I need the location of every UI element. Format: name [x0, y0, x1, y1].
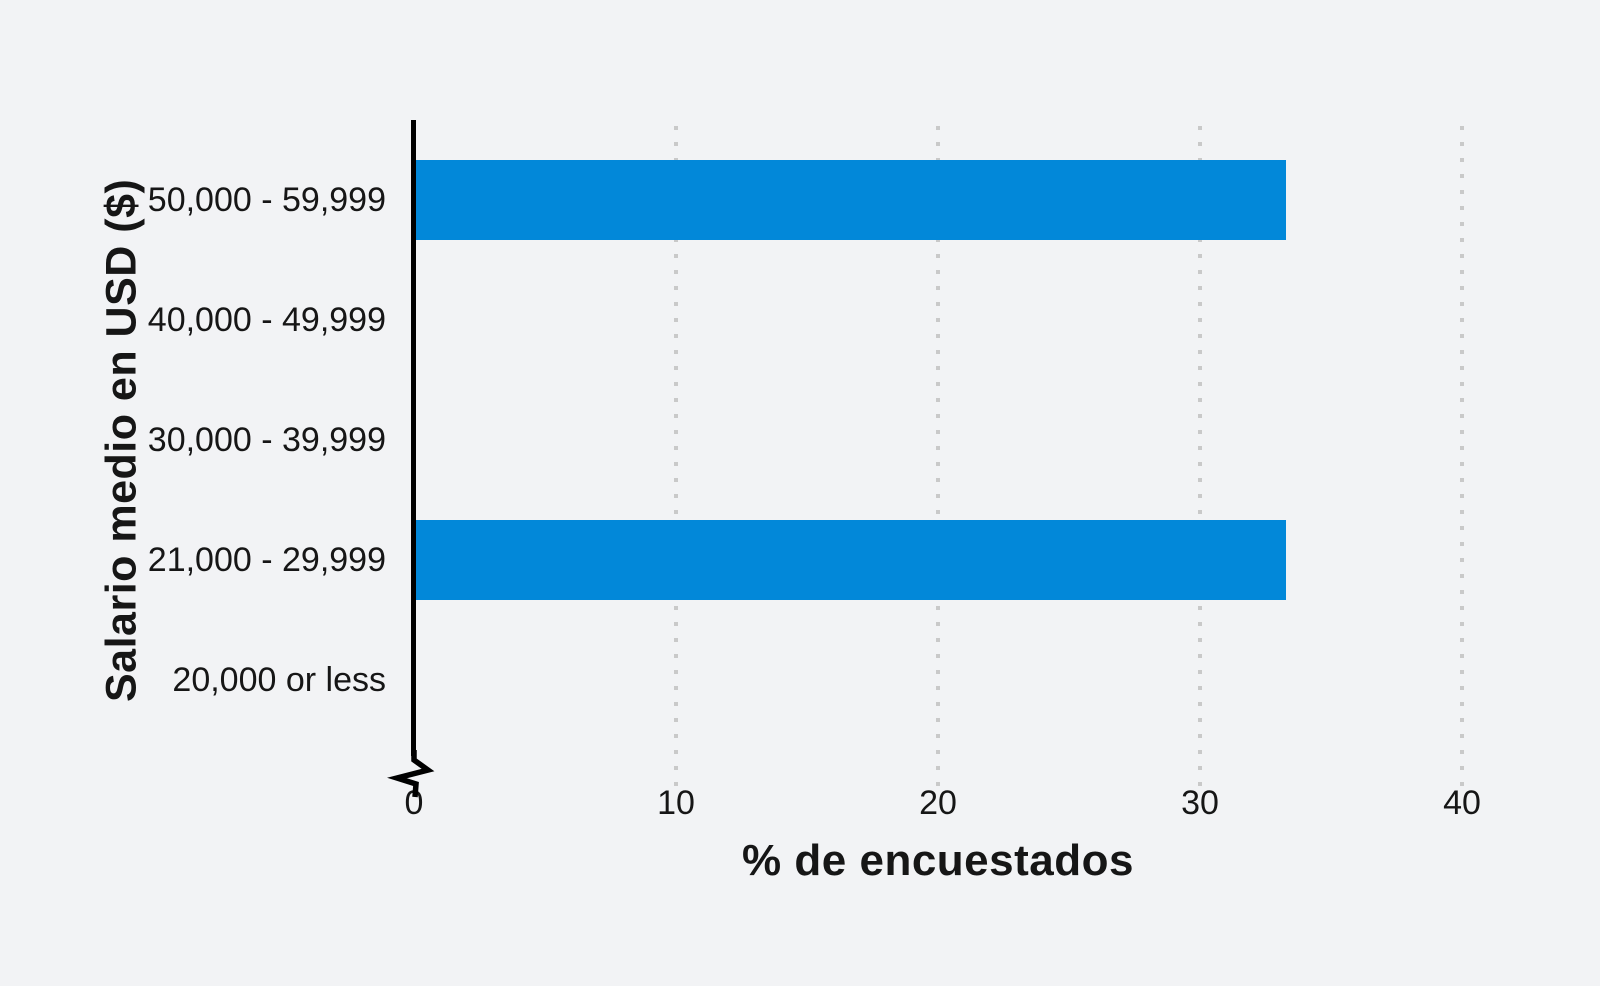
x-tick-label-40: 40 [1443, 784, 1481, 822]
gridline-x-30 [1198, 126, 1202, 786]
category-label: 50,000 - 59,999 [147, 180, 386, 219]
category-label: 20,000 or less [172, 660, 386, 699]
gridline-x-10 [674, 126, 678, 786]
x-tick-label-10: 10 [657, 784, 695, 822]
y-axis-line [411, 120, 416, 756]
bar [414, 520, 1287, 600]
axis-break-mark [387, 750, 435, 798]
x-tick-label-20: 20 [919, 784, 957, 822]
x-tick-label-0: 0 [404, 784, 424, 822]
x-axis-title: % de encuestados [742, 836, 1134, 885]
bar [414, 160, 1287, 240]
category-label: 40,000 - 49,999 [147, 300, 386, 339]
gridline-x-20 [936, 126, 940, 786]
gridline-x-40 [1460, 126, 1464, 786]
category-label: 30,000 - 39,999 [147, 420, 386, 459]
x-tick-label-30: 30 [1181, 784, 1219, 822]
category-label: 21,000 - 29,999 [147, 540, 386, 579]
